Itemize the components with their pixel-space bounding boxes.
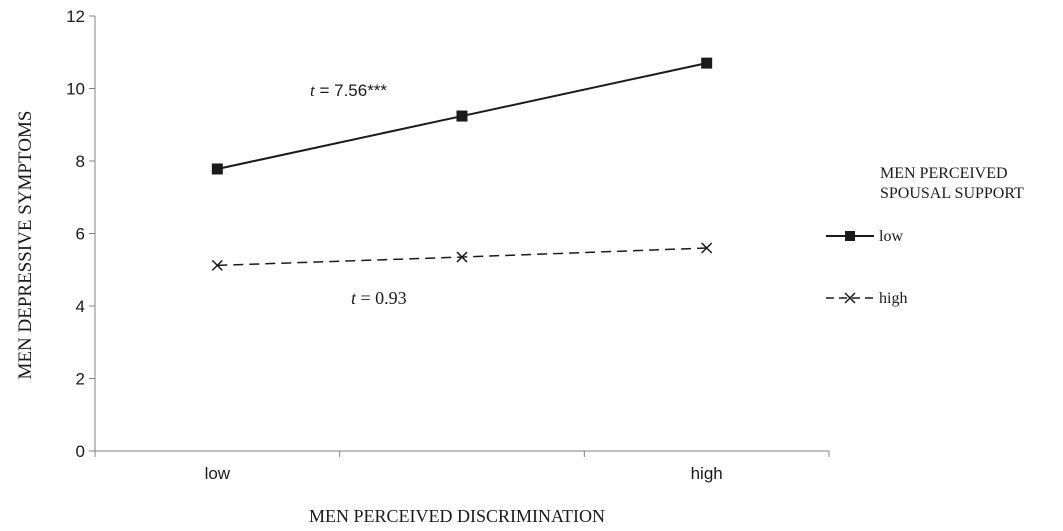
y-tick-label: 4 (76, 297, 85, 316)
y-tick-label: 0 (76, 442, 85, 461)
annotation-high-series: t = 0.93 (351, 288, 407, 308)
series-group (211, 57, 713, 271)
legend-entry-high: high (826, 290, 907, 307)
y-axis-title: MEN DEPRESSIVE SYMPTOMS (15, 111, 36, 380)
annotation-low-italic: t (310, 81, 316, 100)
x-axis: low high (94, 450, 830, 483)
annotation-high-rest: = 0.93 (356, 288, 407, 308)
data-point-high (701, 242, 713, 254)
x-tick-group: low high (94, 451, 830, 483)
data-point-low (456, 110, 468, 122)
x-tick-label: high (691, 464, 723, 483)
data-point-low (211, 163, 223, 175)
legend-marker-high (844, 292, 856, 304)
data-point-high (456, 251, 468, 263)
y-tick-label: 2 (76, 370, 85, 389)
y-tick-label: 10 (66, 80, 85, 99)
y-tick-label: 12 (66, 7, 85, 26)
x-tick-label: low (205, 464, 231, 483)
legend: MEN PERCEIVED SPOUSAL SUPPORT low high (826, 165, 1024, 307)
y-axis: 0 2 4 6 8 10 12 (66, 7, 96, 461)
annotation-low-series: t = 7.56*** (310, 81, 387, 100)
y-tick-label: 8 (76, 152, 85, 171)
annotation-low-rest: = 7.56*** (315, 81, 388, 100)
x-axis-title: MEN PERCEIVED DISCRIMINATION (309, 506, 605, 526)
data-point-high (211, 259, 223, 271)
legend-label-low: low (879, 228, 903, 245)
annotation-high-italic: t (351, 288, 357, 308)
y-tick-group: 0 2 4 6 8 10 12 (66, 7, 95, 461)
y-tick-label: 6 (76, 225, 85, 244)
legend-label-high: high (879, 290, 907, 307)
data-point-low (701, 57, 713, 69)
legend-title-line-2: SPOUSAL SUPPORT (880, 185, 1024, 202)
legend-entry-low: low (826, 228, 903, 245)
legend-title-line-1: MEN PERCEIVED (880, 165, 1008, 182)
legend-marker-low (845, 231, 855, 241)
